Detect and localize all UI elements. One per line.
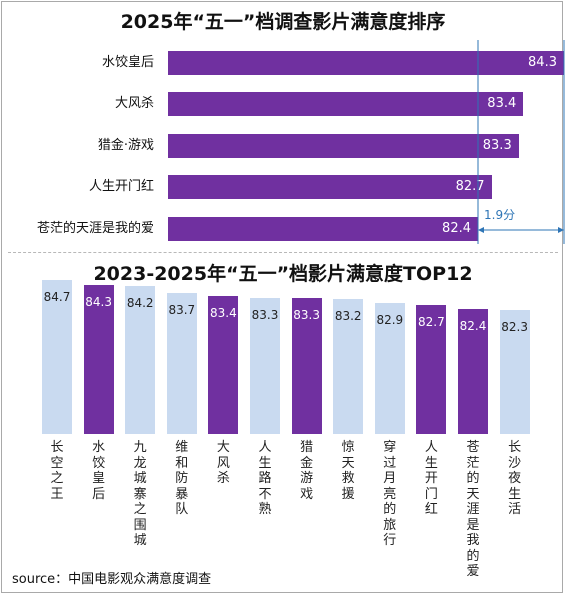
tick-label: 九龙城寨之围城 — [133, 440, 147, 548]
bar — [168, 217, 478, 241]
data-label: 84.7 — [43, 290, 71, 304]
bar — [499, 310, 530, 434]
bar — [166, 292, 197, 434]
bar — [208, 296, 239, 434]
bar — [42, 280, 72, 434]
arrowhead-right — [557, 227, 564, 233]
data-label: 83.7 — [168, 302, 196, 317]
data-label: 82.7 — [418, 315, 445, 329]
data-label: 84.3 — [528, 55, 557, 70]
bar-label: 大风杀 — [114, 96, 154, 111]
bar — [168, 175, 492, 199]
tick-label: 人生路不熟 — [258, 440, 272, 517]
chart1-title: 2025年“五一”档调查影片满意度排序 — [120, 11, 446, 33]
data-label: 84.2 — [126, 296, 154, 311]
arrowhead-left — [478, 227, 484, 233]
data-label: 84.3 — [85, 295, 112, 309]
data-label: 82.7 — [455, 179, 485, 194]
tick-label: 惊天救援 — [341, 440, 355, 502]
bar — [125, 286, 156, 434]
tick-label: 苍茫的天涯是我的爱 — [466, 440, 480, 579]
bar — [83, 285, 114, 434]
data-label: 83.2 — [334, 308, 362, 323]
data-label: 83.4 — [210, 306, 237, 321]
bar — [374, 302, 405, 434]
tick-label: 人生开门红 — [424, 440, 438, 517]
source-note: source：中国电影观众满意度调查 — [12, 572, 212, 587]
data-label: 82.4 — [459, 318, 487, 333]
data-label: 83.3 — [251, 307, 279, 322]
section-divider — [8, 252, 558, 253]
tick-label: 水饺皇后 — [92, 440, 106, 502]
bar — [333, 298, 364, 434]
tick-label: 长沙夜生活 — [508, 440, 522, 517]
bar — [250, 297, 280, 434]
data-label: 83.4 — [487, 96, 517, 111]
data-label: 82.3 — [501, 320, 528, 334]
tick-label: 长空之王 — [50, 440, 64, 502]
bar-label: 水饺皇后 — [101, 55, 154, 70]
data-label: 83.3 — [293, 307, 320, 322]
tick-label: 大风杀 — [216, 440, 230, 486]
difference-annotation: 1.9分 — [484, 208, 516, 222]
tick-label: 穿过月亮的旅行 — [383, 440, 397, 548]
bar — [168, 134, 519, 158]
chart2-title: 2023-2025年“五一”档影片满意度TOP12 — [93, 263, 473, 285]
bar-label: 苍茫的天涯是我的爱 — [36, 221, 154, 236]
data-label: 82.4 — [442, 221, 471, 236]
bar — [458, 308, 488, 434]
bar-label: 猎金·游戏 — [97, 138, 154, 153]
bar — [416, 305, 447, 434]
bar — [168, 92, 524, 116]
tick-label: 维和防暴队 — [175, 440, 189, 517]
bar — [168, 51, 564, 75]
bar-label: 人生开门红 — [88, 179, 154, 194]
bar — [291, 297, 322, 434]
data-label: 83.3 — [482, 138, 512, 153]
data-label: 82.9 — [376, 312, 404, 327]
tick-label: 猎金游戏 — [300, 440, 314, 502]
